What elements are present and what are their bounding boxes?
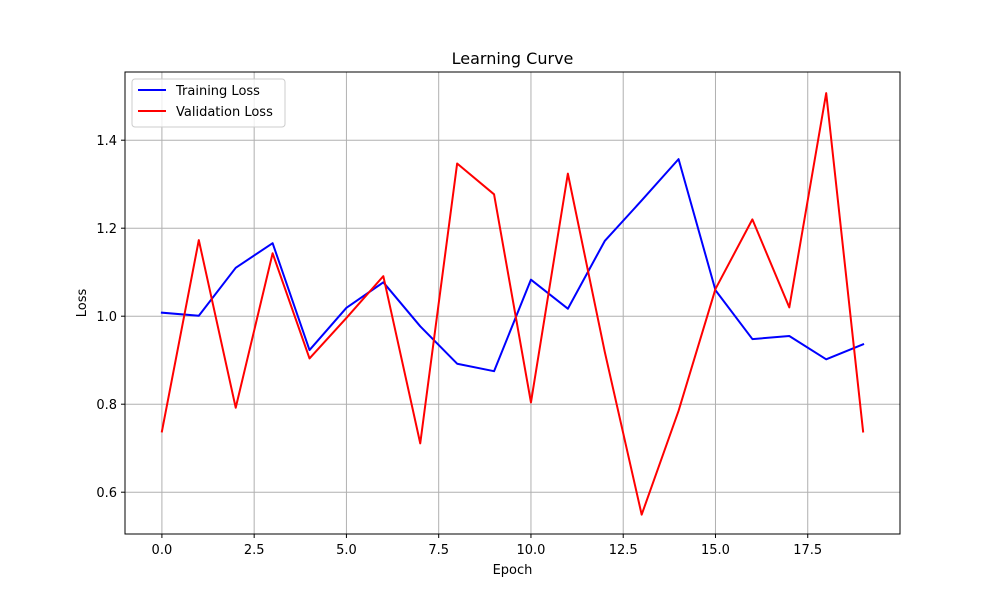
axis-ticks: 0.0 2.5 5.0 7.5 10.0 12.5 15.0 17.5 0.6 0.8 1.0 1.2… [96,134,822,558]
y-tick-label: 0.8 [96,398,117,413]
y-axis-label: Loss [75,289,90,318]
grid [125,72,900,534]
x-tick-label: 2.5 [244,543,265,558]
x-tick-label: 15.0 [701,543,730,558]
x-tick-label: 7.5 [428,543,449,558]
x-axis-label: Epoch [493,563,533,578]
series-line-validation-loss [160,92,865,516]
plot-area-frame [124,71,901,535]
y-tick-label: 1.0 [96,310,117,325]
x-tick-label: 12.5 [609,543,638,558]
series-lines [160,92,865,516]
x-tick-label: 17.5 [793,543,822,558]
y-tick-label: 1.2 [96,222,117,237]
legend-validation-loss-label: Validation Loss [176,105,273,120]
x-tick-label: 10.0 [516,543,545,558]
legend: Training Loss Validation Loss [131,78,286,128]
x-tick-label: 5.0 [336,543,357,558]
y-tick-label: 0.6 [96,486,117,501]
x-tick-label: 0.0 [152,543,173,558]
chart-title: Learning Curve [452,49,574,68]
legend-training-loss-label: Training Loss [175,84,260,99]
y-tick-label: 1.4 [96,134,117,149]
series-line-training-loss [160,158,865,373]
legend-box [131,78,286,128]
